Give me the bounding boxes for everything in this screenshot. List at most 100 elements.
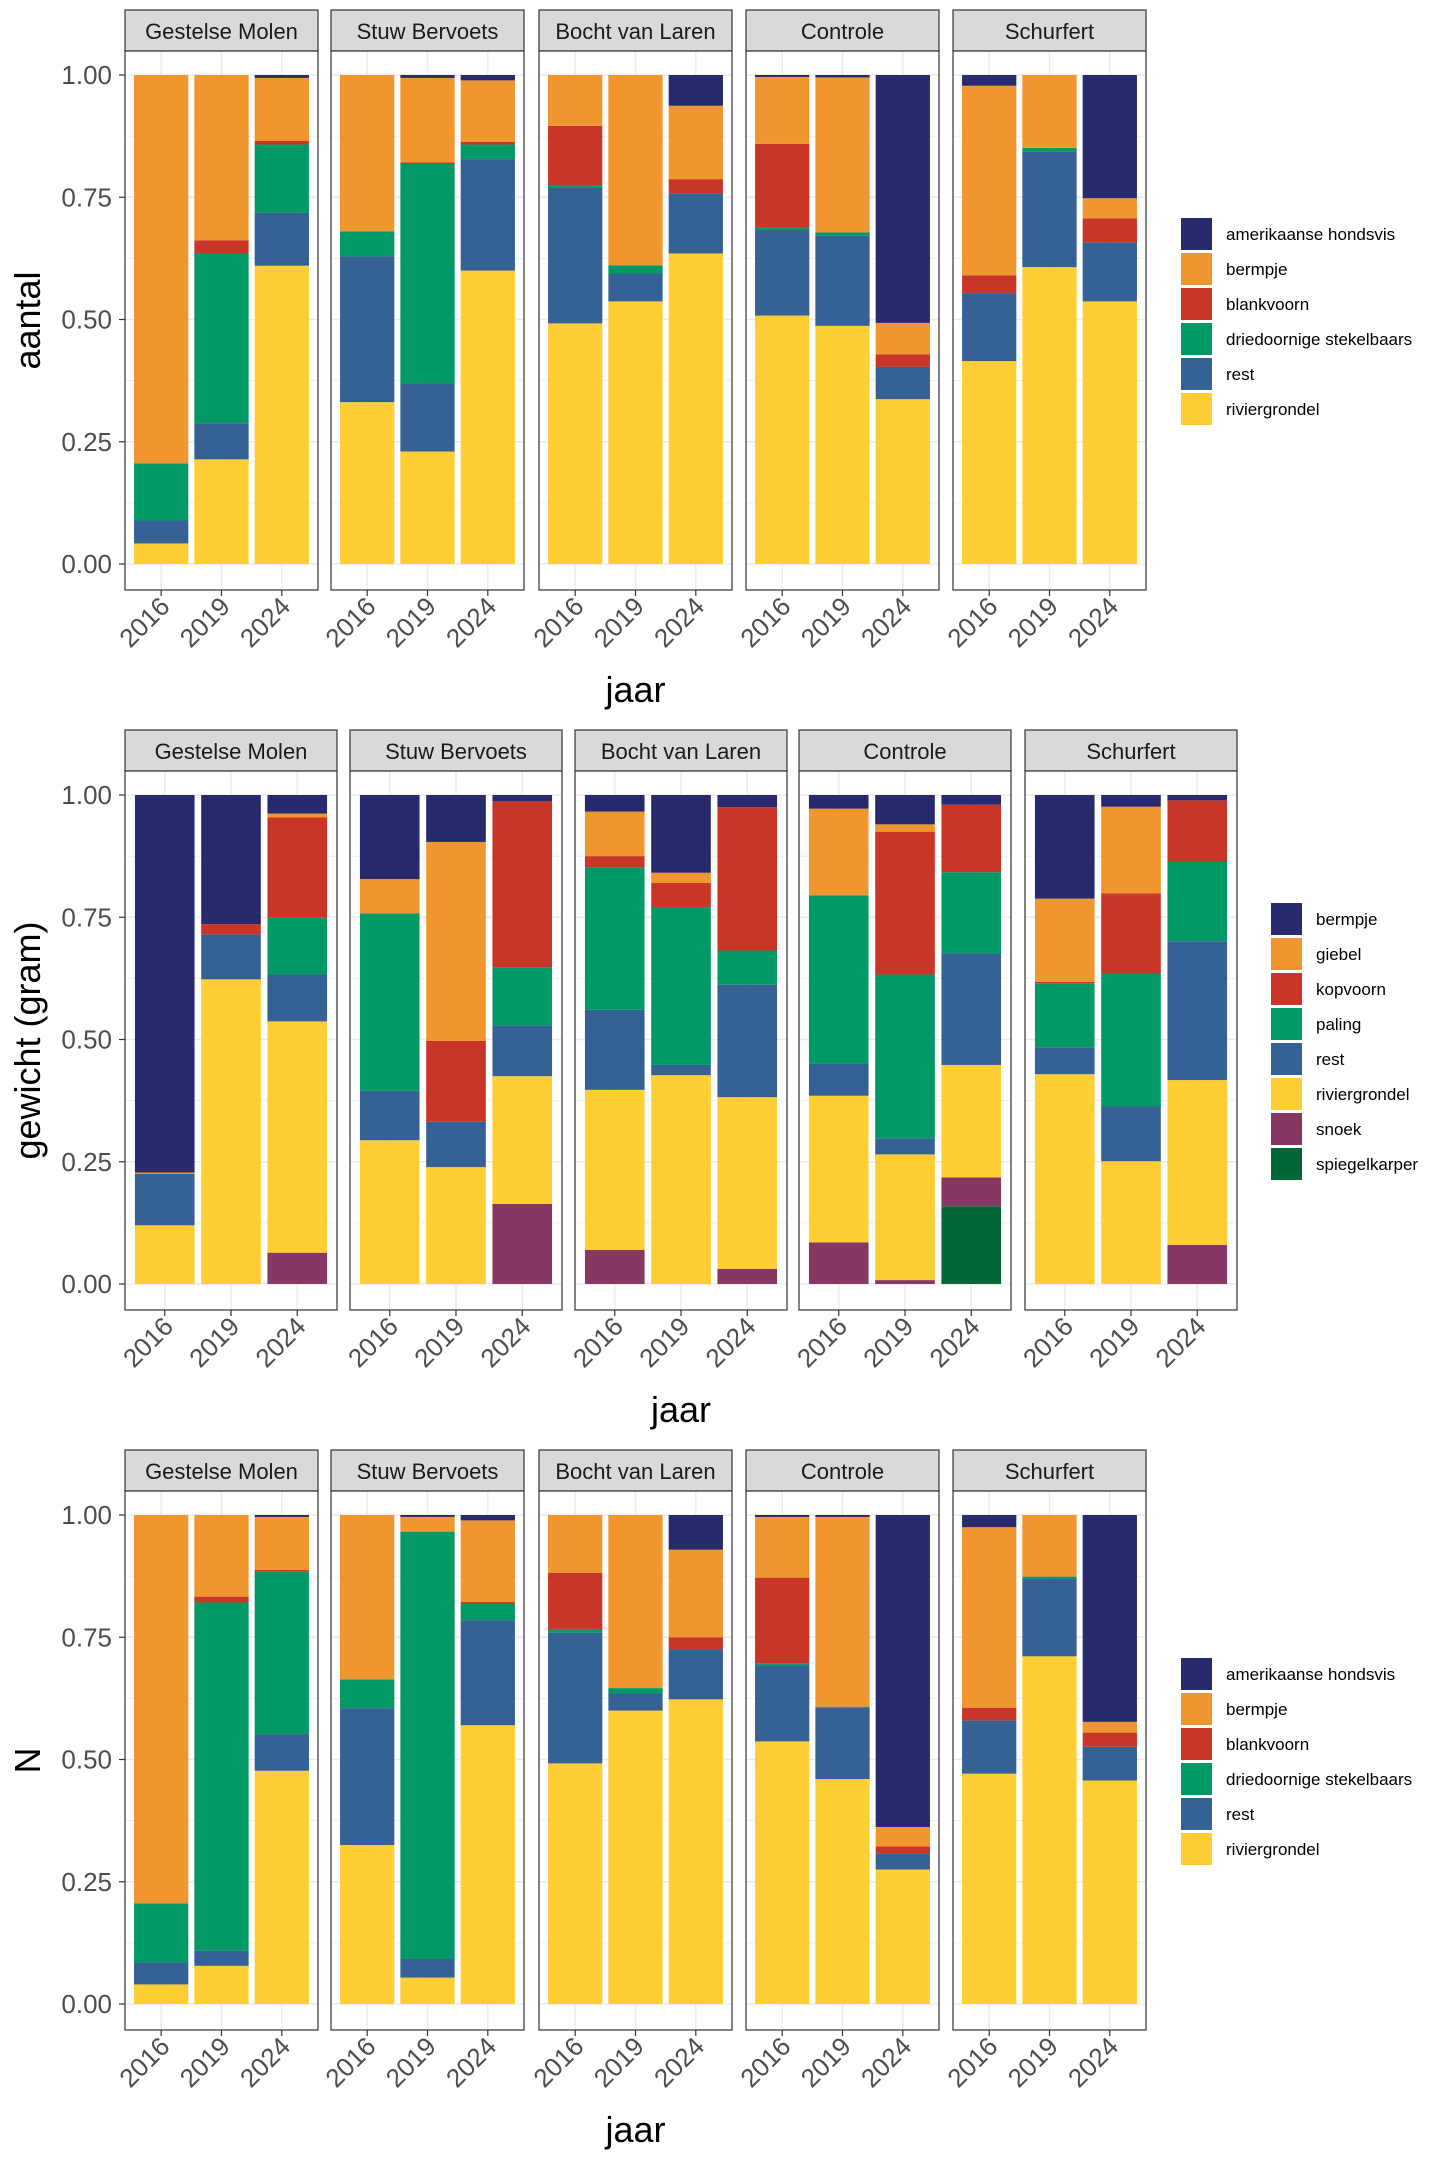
- bar-segment-bermpje: [651, 795, 711, 873]
- x-tick-label: 2016: [117, 1311, 179, 1373]
- legend: bermpje giebel kopvoorn paling rest riviergro…: [1271, 903, 1418, 1180]
- facet-strip-label: Gestelse Molen: [145, 19, 298, 44]
- bar-segment-rest: [548, 187, 603, 324]
- bar-segment-bermpje: [194, 75, 249, 241]
- bar-segment-kopvoorn: [875, 831, 935, 975]
- facet-strip-label: Controle: [801, 1459, 884, 1484]
- legend-label: kopvoorn: [1316, 980, 1386, 999]
- bar-segment-riviergrondel: [717, 1097, 778, 1269]
- legend-label: blankvoorn: [1226, 1735, 1309, 1754]
- bar-segment-spiegelkarper: [941, 1206, 1002, 1284]
- bar-segment-paling: [875, 974, 935, 1139]
- bar-segment-driedoornige-stekelbaars: [460, 1603, 515, 1621]
- bar-segment-riviergrondel: [460, 270, 515, 564]
- bar-segment-blankvoorn: [755, 143, 810, 228]
- y-tick-label: 1.00: [61, 780, 112, 810]
- x-tick-label: 2016: [527, 2031, 589, 2093]
- x-tick-label: 2019: [174, 591, 236, 653]
- y-axis-title: aantal: [7, 271, 48, 369]
- panel-border: [952, 1490, 1147, 2031]
- bar-segment-rest: [717, 984, 778, 1098]
- legend-label: bermpje: [1226, 1700, 1287, 1719]
- legend-key: [1271, 1113, 1302, 1145]
- bar-segment-blankvoorn: [875, 1846, 930, 1854]
- y-tick-label: 0.75: [61, 902, 112, 932]
- bar-segment-bermpje: [1034, 795, 1095, 899]
- bar-segment-rest: [340, 1708, 395, 1846]
- panel-border: [1024, 770, 1238, 1311]
- bar-segment-paling: [267, 917, 328, 975]
- bar-segment-bermpje: [962, 85, 1017, 276]
- bar-segment-riviergrondel: [875, 399, 930, 564]
- bar-segment-rest: [400, 1959, 455, 1978]
- bar-segment-rest: [608, 273, 663, 302]
- bar-segment-riviergrondel: [548, 1763, 603, 2004]
- panel-border: [952, 50, 1147, 591]
- facet-strip: [330, 9, 525, 52]
- x-tick-label: 2016: [319, 591, 381, 653]
- bar-segment-rest: [962, 1720, 1017, 1774]
- bar-segment-rest: [460, 1620, 515, 1726]
- facet-strip: [952, 9, 1147, 52]
- bar-segment-giebel: [1034, 898, 1095, 982]
- y-tick-label: 0.50: [61, 305, 112, 335]
- x-axis-title: jaar: [650, 1389, 711, 1430]
- bar-segment-snoek: [1167, 1244, 1228, 1284]
- facet-strip-label: Stuw Bervoets: [357, 19, 499, 44]
- x-tick-label: 2019: [1002, 591, 1064, 653]
- bar-segment-paling: [1101, 973, 1161, 1107]
- bar-segment-giebel: [584, 811, 645, 857]
- bar-segment-riviergrondel: [1082, 301, 1137, 564]
- bar-segment-riviergrondel: [808, 1095, 869, 1243]
- bar-segment-bermpje: [201, 795, 261, 925]
- legend-key: [1271, 938, 1302, 970]
- x-tick-label: 2019: [1002, 2031, 1064, 2093]
- bar-segment-riviergrondel: [608, 1710, 663, 2004]
- bar-segment-amerikaanse-hondsvis: [815, 75, 870, 78]
- bar-segment-rest: [755, 230, 810, 316]
- bar-segment-bermpje: [1167, 795, 1228, 801]
- bar-segment-amerikaanse-hondsvis: [815, 1515, 870, 1517]
- bar-segment-rest: [1082, 1746, 1137, 1781]
- legend-key: [1181, 218, 1212, 250]
- x-tick-label: 2019: [380, 2031, 442, 2093]
- bar-segment-rest: [668, 193, 723, 254]
- bar-segment-riviergrondel: [815, 325, 870, 564]
- bar-segment-rest: [254, 1734, 309, 1771]
- bar-segment-snoek: [717, 1268, 778, 1284]
- bar-segment-paling: [1167, 861, 1228, 942]
- bar-segment-bermpje: [267, 795, 328, 814]
- bar-segment-rest: [134, 520, 189, 544]
- x-tick-label: 2024: [855, 591, 917, 653]
- bar-segment-rest: [1101, 1106, 1161, 1162]
- bar-segment-bermpje: [1101, 795, 1161, 807]
- bar-segment-driedoornige-stekelbaars: [548, 185, 603, 188]
- bar-segment-amerikaanse-hondsvis: [1082, 75, 1137, 199]
- y-tick-label: 1.00: [61, 1500, 112, 1530]
- bar-segment-driedoornige-stekelbaars: [400, 1531, 455, 1960]
- facet-strip-label: Gestelse Molen: [145, 1459, 298, 1484]
- legend-label: blankvoorn: [1226, 295, 1309, 314]
- bar-segment-riviergrondel: [962, 361, 1017, 564]
- panel-border: [574, 770, 788, 1311]
- facet-strip-label: Controle: [801, 19, 884, 44]
- bar-segment-kopvoorn: [1034, 981, 1095, 984]
- facet-strip-label: Gestelse Molen: [155, 739, 308, 764]
- bar-segment-riviergrondel: [548, 323, 603, 564]
- bar-segment-blankvoorn: [548, 125, 603, 186]
- bar-segment-giebel: [1101, 806, 1161, 894]
- bar-segment-paling: [492, 967, 553, 1026]
- bar-segment-giebel: [651, 872, 711, 884]
- bar-segment-bermpje: [608, 75, 663, 266]
- y-tick-label: 0.75: [61, 1622, 112, 1652]
- bar-segment-paling: [808, 895, 869, 1064]
- bar-segment-bermpje: [340, 75, 395, 232]
- facet-strip-label: Schurfert: [1005, 1459, 1094, 1484]
